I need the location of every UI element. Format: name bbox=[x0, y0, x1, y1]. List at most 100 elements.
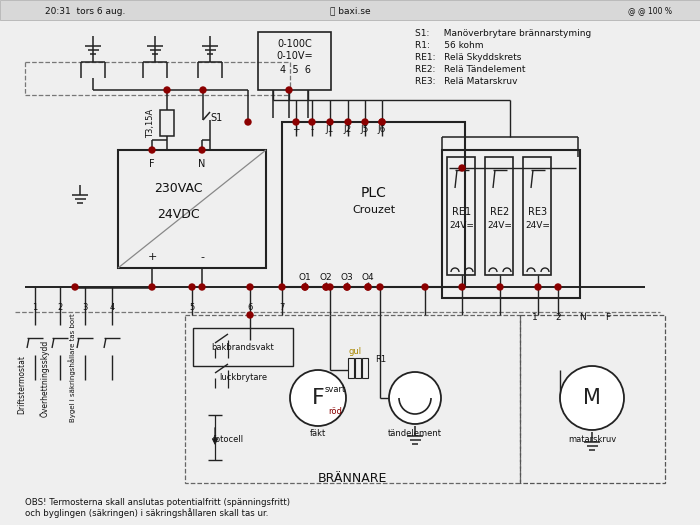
Text: PLC: PLC bbox=[361, 186, 387, 200]
Text: 1: 1 bbox=[32, 303, 38, 312]
Text: 1: 1 bbox=[532, 313, 538, 322]
Circle shape bbox=[459, 284, 465, 290]
Text: J2: J2 bbox=[344, 125, 352, 134]
Circle shape bbox=[362, 119, 368, 125]
Circle shape bbox=[290, 370, 346, 426]
Circle shape bbox=[379, 119, 385, 125]
Text: 5: 5 bbox=[190, 303, 195, 312]
Text: Överhettningsskydd: Överhettningsskydd bbox=[40, 339, 50, 417]
Bar bbox=[520, 315, 665, 483]
Circle shape bbox=[560, 366, 624, 430]
Text: 230VAC: 230VAC bbox=[154, 182, 202, 194]
Text: 2: 2 bbox=[555, 313, 561, 322]
Circle shape bbox=[389, 372, 441, 424]
Text: R1:     56 kohm: R1: 56 kohm bbox=[415, 40, 484, 49]
Text: N: N bbox=[198, 159, 206, 169]
Circle shape bbox=[365, 284, 371, 290]
Circle shape bbox=[327, 119, 333, 125]
Text: 6: 6 bbox=[247, 303, 253, 312]
Text: 3: 3 bbox=[83, 303, 88, 312]
Text: 0-10V=: 0-10V= bbox=[276, 51, 314, 61]
Circle shape bbox=[200, 87, 206, 93]
Circle shape bbox=[365, 284, 371, 290]
Text: RE1:   Relä Skyddskrets: RE1: Relä Skyddskrets bbox=[415, 52, 522, 61]
Text: J6: J6 bbox=[378, 125, 386, 134]
Text: S1: S1 bbox=[210, 113, 223, 123]
Circle shape bbox=[279, 284, 285, 290]
Circle shape bbox=[247, 284, 253, 290]
Bar bbox=[0, 0, 700, 20]
Text: RE3:   Relä Matarskruv: RE3: Relä Matarskruv bbox=[415, 77, 517, 86]
Circle shape bbox=[189, 284, 195, 290]
Text: O3: O3 bbox=[341, 272, 354, 281]
Text: F: F bbox=[606, 313, 610, 322]
Text: tändelement: tändelement bbox=[388, 428, 442, 437]
Text: +: + bbox=[293, 125, 300, 134]
Text: svart: svart bbox=[324, 385, 346, 394]
Text: Driftstermostat: Driftstermostat bbox=[18, 355, 27, 415]
Text: Bygel i säkringshållare tas bort: Bygel i säkringshållare tas bort bbox=[68, 313, 76, 423]
Circle shape bbox=[247, 312, 253, 318]
Circle shape bbox=[555, 284, 561, 290]
Text: J5: J5 bbox=[360, 125, 369, 134]
Circle shape bbox=[327, 284, 333, 290]
Circle shape bbox=[149, 284, 155, 290]
Text: N: N bbox=[580, 313, 587, 322]
Circle shape bbox=[323, 284, 329, 290]
Circle shape bbox=[344, 284, 350, 290]
Circle shape bbox=[535, 284, 541, 290]
Text: O2: O2 bbox=[320, 272, 332, 281]
Text: O1: O1 bbox=[299, 272, 312, 281]
Text: T3,15A: T3,15A bbox=[146, 108, 155, 138]
Circle shape bbox=[293, 119, 299, 125]
Text: luckbrytare: luckbrytare bbox=[219, 373, 267, 383]
Circle shape bbox=[164, 87, 170, 93]
Bar bbox=[355, 358, 361, 378]
Text: matarskruv: matarskruv bbox=[568, 436, 616, 445]
Bar bbox=[523, 157, 551, 275]
Circle shape bbox=[199, 147, 205, 153]
Text: 0-100C: 0-100C bbox=[278, 39, 312, 49]
Text: 🔒 baxi.se: 🔒 baxi.se bbox=[330, 6, 370, 16]
Bar bbox=[160, 110, 174, 136]
Text: 4  5  6: 4 5 6 bbox=[279, 65, 311, 75]
Text: RE1: RE1 bbox=[452, 207, 472, 217]
Text: RE2: RE2 bbox=[491, 207, 510, 217]
Circle shape bbox=[309, 119, 315, 125]
Text: fotocell: fotocell bbox=[212, 436, 244, 445]
Bar bbox=[442, 150, 580, 298]
Text: F: F bbox=[149, 159, 155, 169]
Text: O4: O4 bbox=[362, 272, 375, 281]
Text: 2: 2 bbox=[57, 303, 62, 312]
Text: -: - bbox=[310, 125, 314, 134]
Bar bbox=[282, 122, 465, 287]
Circle shape bbox=[323, 284, 329, 290]
Text: 24V=: 24V= bbox=[488, 220, 512, 229]
Bar bbox=[485, 157, 513, 275]
Text: S1:     Manöverbrytare brännarstyming: S1: Manöverbrytare brännarstyming bbox=[415, 28, 592, 37]
Text: @ @ 100 %: @ @ 100 % bbox=[628, 6, 672, 16]
Text: 24V=: 24V= bbox=[526, 220, 550, 229]
Circle shape bbox=[245, 119, 251, 125]
Circle shape bbox=[344, 284, 350, 290]
Bar bbox=[348, 358, 354, 378]
Text: fäkt: fäkt bbox=[310, 429, 326, 438]
Text: F: F bbox=[312, 388, 324, 408]
Text: RE3: RE3 bbox=[528, 207, 547, 217]
Circle shape bbox=[497, 284, 503, 290]
Text: 4: 4 bbox=[109, 303, 115, 312]
Text: bakbrandsvakt: bakbrandsvakt bbox=[211, 342, 274, 352]
Bar bbox=[447, 157, 475, 275]
Bar bbox=[362, 358, 368, 378]
Bar bbox=[118, 150, 266, 268]
Circle shape bbox=[149, 147, 155, 153]
Circle shape bbox=[286, 87, 292, 93]
Text: 20:31  tors 6 aug.: 20:31 tors 6 aug. bbox=[45, 6, 125, 16]
Text: J1: J1 bbox=[326, 125, 334, 134]
Bar bbox=[185, 315, 520, 483]
Circle shape bbox=[422, 284, 428, 290]
Text: röd: röd bbox=[328, 407, 342, 416]
Bar bbox=[258, 32, 331, 90]
Circle shape bbox=[199, 284, 205, 290]
Circle shape bbox=[377, 284, 383, 290]
